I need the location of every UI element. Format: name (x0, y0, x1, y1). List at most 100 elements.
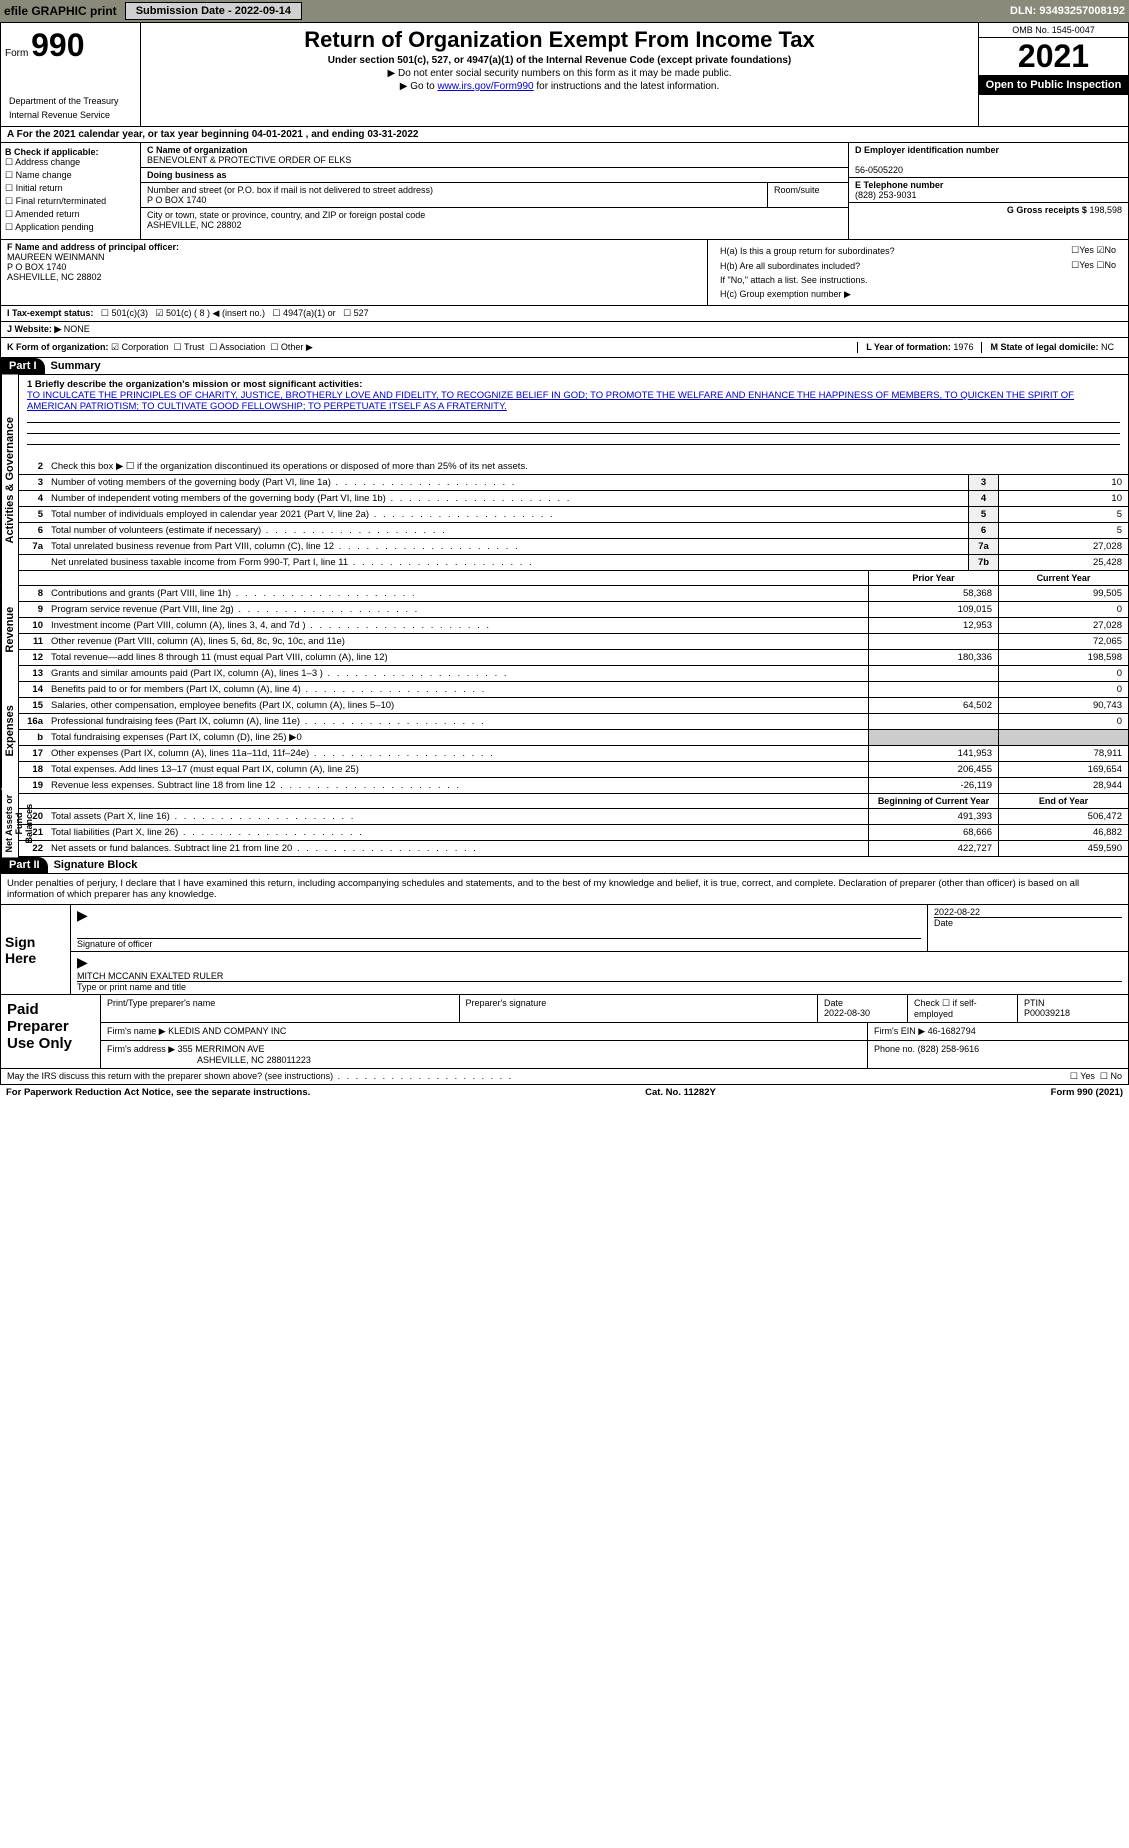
hb-label: H(b) Are all subordinates included? (716, 259, 1028, 272)
signature-block: Under penalties of perjury, I declare th… (0, 874, 1129, 995)
label-expenses: Expenses (1, 673, 18, 788)
line3-desc: Number of voting members of the governin… (47, 475, 968, 490)
form-title: Return of Organization Exempt From Incom… (145, 27, 974, 53)
box-c: C Name of organization BENEVOLENT & PROT… (141, 143, 848, 239)
street-label: Number and street (or P.O. box if mail i… (147, 185, 433, 195)
gross-receipts-value: 198,598 (1089, 205, 1122, 215)
dept-treasury: Department of the Treasury (5, 94, 136, 108)
cat-no: Cat. No. 11282Y (645, 1087, 716, 1098)
topbar: efile GRAPHIC print Submission Date - 20… (0, 0, 1129, 22)
ein-value: 56-0505220 (855, 165, 903, 175)
city-label: City or town, state or province, country… (147, 210, 425, 220)
year-formation: 1976 (953, 342, 973, 352)
part1-header: Part I Summary (0, 358, 1129, 375)
sig-name: MITCH MCCANN EXALTED RULER (77, 971, 1122, 981)
mission-text: TO INCULCATE THE PRINCIPLES OF CHARITY, … (27, 390, 1074, 412)
city-value: ASHEVILLE, NC 28802 (147, 220, 242, 230)
chk-initial-return[interactable]: ☐ Initial return (5, 183, 136, 194)
chk-address-change[interactable]: ☐ Address change (5, 157, 136, 168)
self-employed-check[interactable]: Check ☐ if self-employed (908, 995, 1018, 1022)
open-to-public: Open to Public Inspection (979, 75, 1128, 95)
label-netassets: Net Assets or Fund Balances (1, 789, 18, 857)
form-subtitle: Under section 501(c), 527, or 4947(a)(1)… (145, 55, 974, 66)
discuss-label: May the IRS discuss this return with the… (7, 1071, 513, 1082)
info-grid: B Check if applicable: ☐ Address change … (0, 143, 1129, 240)
period-row: A For the 2021 calendar year, or tax yea… (0, 127, 1129, 143)
form-prefix: Form (5, 48, 28, 59)
part1-label: Part I (1, 358, 45, 374)
firm-addr1: 355 MERRIMON AVE (178, 1044, 265, 1054)
firm-addr2: ASHEVILLE, NC 288011223 (197, 1055, 311, 1065)
box-b-label: B Check if applicable: (5, 147, 136, 157)
line2: Check this box ▶ ☐ if the organization d… (47, 459, 1128, 474)
efile-label: efile GRAPHIC print (4, 4, 117, 18)
hc-label: H(c) Group exemption number ▶ (716, 288, 1120, 301)
part2-label: Part II (1, 857, 48, 873)
officer-name: MAUREEN WEINMANN (7, 252, 105, 262)
prep-name-label: Print/Type preparer's name (101, 995, 460, 1022)
hdr-prior: Prior Year (868, 571, 998, 585)
chk-amended[interactable]: ☐ Amended return (5, 209, 136, 220)
paid-preparer-block: Paid Preparer Use Only Print/Type prepar… (0, 995, 1129, 1069)
summary-section: Activities & Governance Revenue Expenses… (0, 375, 1129, 857)
part2-header: Part II Signature Block (0, 857, 1129, 874)
prep-sig-label: Preparer's signature (460, 995, 819, 1022)
ha-label: H(a) Is this a group return for subordin… (716, 244, 1028, 257)
box-j: J Website: ▶ NONE (0, 322, 1129, 338)
ssn-note: ▶ Do not enter social security numbers o… (145, 68, 974, 79)
irs-link[interactable]: www.irs.gov/Form990 (437, 81, 533, 92)
box-de: D Employer identification number 56-0505… (848, 143, 1128, 239)
org-name: BENEVOLENT & PROTECTIVE ORDER OF ELKS (147, 155, 351, 165)
mission-label: 1 Briefly describe the organization's mi… (27, 379, 1120, 390)
paid-preparer-label: Paid Preparer Use Only (1, 995, 101, 1068)
hdr-beg: Beginning of Current Year (868, 794, 998, 808)
pra-notice: For Paperwork Reduction Act Notice, see … (6, 1087, 310, 1098)
phone-label: E Telephone number (855, 180, 943, 190)
box-klm: K Form of organization: ☑ Corporation ☐ … (0, 338, 1129, 358)
dept-irs: Internal Revenue Service (5, 108, 136, 122)
box-i: I Tax-exempt status: ☐ 501(c)(3) ☑ 501(c… (0, 306, 1129, 322)
sig-officer-label: Signature of officer (77, 938, 921, 949)
website-value: NONE (64, 324, 90, 335)
box-h: H(a) Is this a group return for subordin… (708, 240, 1128, 305)
sig-date: 2022-08-22 (934, 907, 1122, 917)
firm-name: KLEDIS AND COMPANY INC (168, 1026, 286, 1036)
ptin-value: P00039218 (1024, 1008, 1070, 1018)
phone-value: (828) 253-9031 (855, 190, 917, 200)
row-fh: F Name and address of principal officer:… (0, 240, 1129, 306)
hdr-curr: Current Year (998, 571, 1128, 585)
firm-phone: (828) 258-9616 (918, 1044, 980, 1054)
street-value: P O BOX 1740 (147, 195, 206, 205)
hdr-end: End of Year (998, 794, 1128, 808)
ein-label: D Employer identification number (855, 145, 999, 155)
box-b: B Check if applicable: ☐ Address change … (1, 143, 141, 239)
room-label: Room/suite (768, 183, 848, 207)
prep-date: 2022-08-30 (824, 1008, 870, 1018)
state-domicile: NC (1101, 342, 1114, 352)
chk-app-pending[interactable]: ☐ Application pending (5, 222, 136, 233)
label-governance: Activities & Governance (1, 375, 18, 585)
submission-date-button[interactable]: Submission Date - 2022-09-14 (125, 2, 302, 20)
chk-final-return[interactable]: ☐ Final return/terminated (5, 196, 136, 207)
form-footer: Form 990 (2021) (1051, 1087, 1123, 1098)
line3-val: 10 (998, 475, 1128, 490)
dln-label: DLN: 93493257008192 (1010, 5, 1125, 17)
officer-addr1: P O BOX 1740 (7, 262, 66, 272)
form-header: Form 990 Department of the Treasury Inte… (0, 22, 1129, 127)
label-revenue: Revenue (1, 585, 18, 674)
omb-number: OMB No. 1545-0047 (979, 23, 1128, 38)
firm-ein: 46-1682794 (928, 1026, 976, 1036)
discuss-row: May the IRS discuss this return with the… (0, 1069, 1129, 1085)
part1-title: Summary (45, 358, 107, 374)
hb-note: If "No," attach a list. See instructions… (716, 274, 1120, 286)
sig-declaration: Under penalties of perjury, I declare th… (1, 874, 1128, 904)
tax-year: 2021 (979, 38, 1128, 75)
form-number: 990 (31, 27, 84, 63)
sign-here-label: Sign Here (1, 905, 71, 994)
dba-label: Doing business as (147, 170, 227, 180)
chk-name-change[interactable]: ☐ Name change (5, 170, 136, 181)
box-f: F Name and address of principal officer:… (1, 240, 708, 305)
part2-title: Signature Block (48, 857, 144, 873)
org-name-label: C Name of organization (147, 145, 248, 155)
goto-note: ▶ Go to www.irs.gov/Form990 for instruct… (145, 81, 974, 92)
